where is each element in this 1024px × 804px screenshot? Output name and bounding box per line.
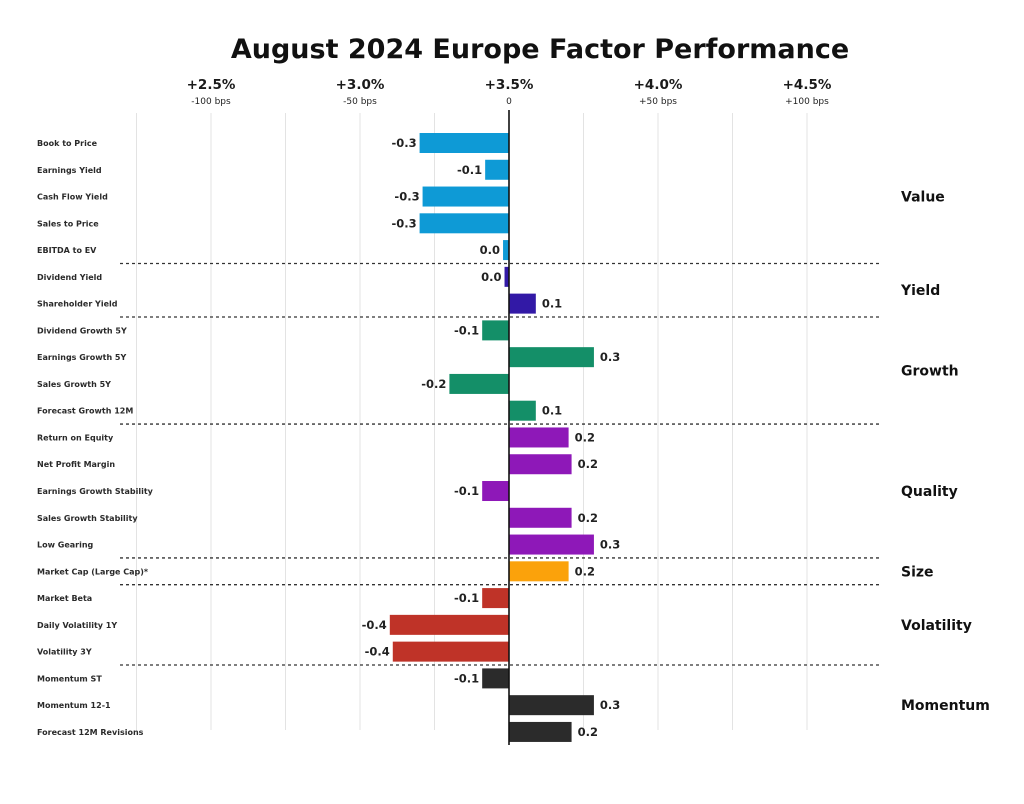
x-tick-sublabel: +100 bps: [785, 97, 829, 107]
bar: [419, 213, 509, 234]
factor-label: Low Gearing: [37, 541, 94, 550]
group-separators: [120, 262, 880, 666]
bar: [509, 347, 594, 368]
factor-label: Dividend Yield: [37, 273, 102, 282]
bar: [482, 668, 509, 689]
value-label: 0.2: [575, 430, 595, 444]
chart-title: August 2024 Europe Factor Performance: [231, 34, 849, 65]
x-axis-ticks: +2.5% -100 bps +3.0% -50 bps +3.5% 0 +4.0% +50 …: [187, 77, 832, 107]
factor-label: Forecast Growth 12M: [37, 407, 133, 416]
value-label: 0.2: [578, 725, 598, 739]
bar: [509, 427, 569, 448]
bar: [449, 373, 509, 394]
value-label: 0.2: [575, 564, 595, 578]
group-label: Quality: [901, 484, 958, 500]
bar: [509, 695, 594, 716]
bar: [509, 293, 536, 314]
factor-label: Return on Equity: [37, 433, 114, 442]
bar: [482, 320, 509, 341]
factor-label: Earnings Yield: [37, 166, 102, 175]
value-label: 0.0: [480, 243, 500, 257]
x-tick-label: +2.5%: [187, 77, 236, 93]
x-tick-sublabel: -50 bps: [343, 97, 377, 107]
x-tick-label: +3.0%: [336, 77, 385, 93]
group-label: Volatility: [901, 618, 972, 634]
factor-label: Net Profit Margin: [37, 460, 115, 469]
x-tick-label: +3.5%: [485, 77, 534, 93]
factor-label: EBITDA to EV: [37, 246, 97, 255]
value-label: -0.3: [391, 216, 416, 230]
bar: [482, 481, 509, 502]
group-label: Momentum: [901, 698, 990, 714]
bar: [485, 159, 509, 180]
row-labels: Book to Price -0.3 Earnings Yield -0.1 Cash …: [37, 136, 620, 739]
value-label: -0.1: [454, 484, 479, 498]
value-label: -0.1: [454, 323, 479, 337]
x-tick-sublabel: 0: [506, 97, 512, 107]
factor-label: Momentum ST: [37, 674, 102, 683]
value-label: -0.1: [454, 591, 479, 605]
factor-label: Dividend Growth 5Y: [37, 326, 127, 335]
value-label: -0.2: [421, 377, 446, 391]
group-labels: Value Yield Growth Quality Size Volatility Mom…: [900, 190, 990, 715]
bar: [392, 641, 509, 662]
bar: [419, 133, 509, 153]
value-label: -0.4: [365, 645, 390, 659]
value-label: 0.1: [542, 404, 562, 418]
value-label: -0.3: [394, 190, 419, 204]
value-label: 0.3: [600, 538, 620, 552]
x-tick-sublabel: +50 bps: [639, 97, 677, 107]
bar: [504, 266, 509, 287]
factor-label: Shareholder Yield: [37, 300, 118, 309]
factor-label: Sales to Price: [37, 219, 99, 228]
factor-label: Volatility 3Y: [37, 648, 92, 657]
factor-label: Forecast 12M Revisions: [37, 728, 144, 737]
factor-label: Earnings Growth 5Y: [37, 353, 126, 362]
bars: [389, 133, 594, 742]
factor-label: Daily Volatility 1Y: [37, 621, 117, 630]
group-label: Size: [901, 564, 934, 580]
value-label: -0.4: [362, 618, 387, 632]
factor-label: Market Beta: [37, 594, 92, 603]
factor-label: Earnings Growth Stability: [37, 487, 154, 496]
value-label: 0.1: [542, 297, 562, 311]
bar: [509, 721, 572, 742]
value-label: -0.1: [454, 671, 479, 685]
x-tick-label: +4.0%: [634, 77, 683, 93]
bar: [422, 186, 509, 207]
bar: [482, 588, 509, 609]
factor-label: Book to Price: [37, 139, 98, 148]
value-label: 0.2: [578, 511, 598, 525]
factor-label: Market Cap (Large Cap)*: [37, 567, 149, 576]
group-label: Yield: [900, 283, 940, 299]
value-label: -0.3: [391, 136, 416, 150]
bar: [389, 614, 509, 635]
group-label: Value: [901, 190, 945, 206]
bar: [509, 561, 569, 582]
value-label: 0.3: [600, 698, 620, 712]
bar: [509, 400, 536, 421]
value-label: 0.2: [578, 457, 598, 471]
factor-label: Sales Growth 5Y: [37, 380, 111, 389]
factor-label: Momentum 12-1: [37, 701, 111, 710]
x-tick-label: +4.5%: [783, 77, 832, 93]
value-label: 0.3: [600, 350, 620, 364]
bar: [509, 507, 572, 528]
factor-label: Sales Growth Stability: [37, 514, 138, 523]
value-label: -0.1: [457, 163, 482, 177]
group-label: Growth: [901, 364, 959, 380]
factor-label: Cash Flow Yield: [37, 193, 108, 202]
bar: [509, 454, 572, 475]
bar: [509, 534, 594, 555]
value-label: 0.0: [481, 270, 501, 284]
bar: [503, 240, 509, 261]
x-tick-sublabel: -100 bps: [191, 97, 231, 107]
